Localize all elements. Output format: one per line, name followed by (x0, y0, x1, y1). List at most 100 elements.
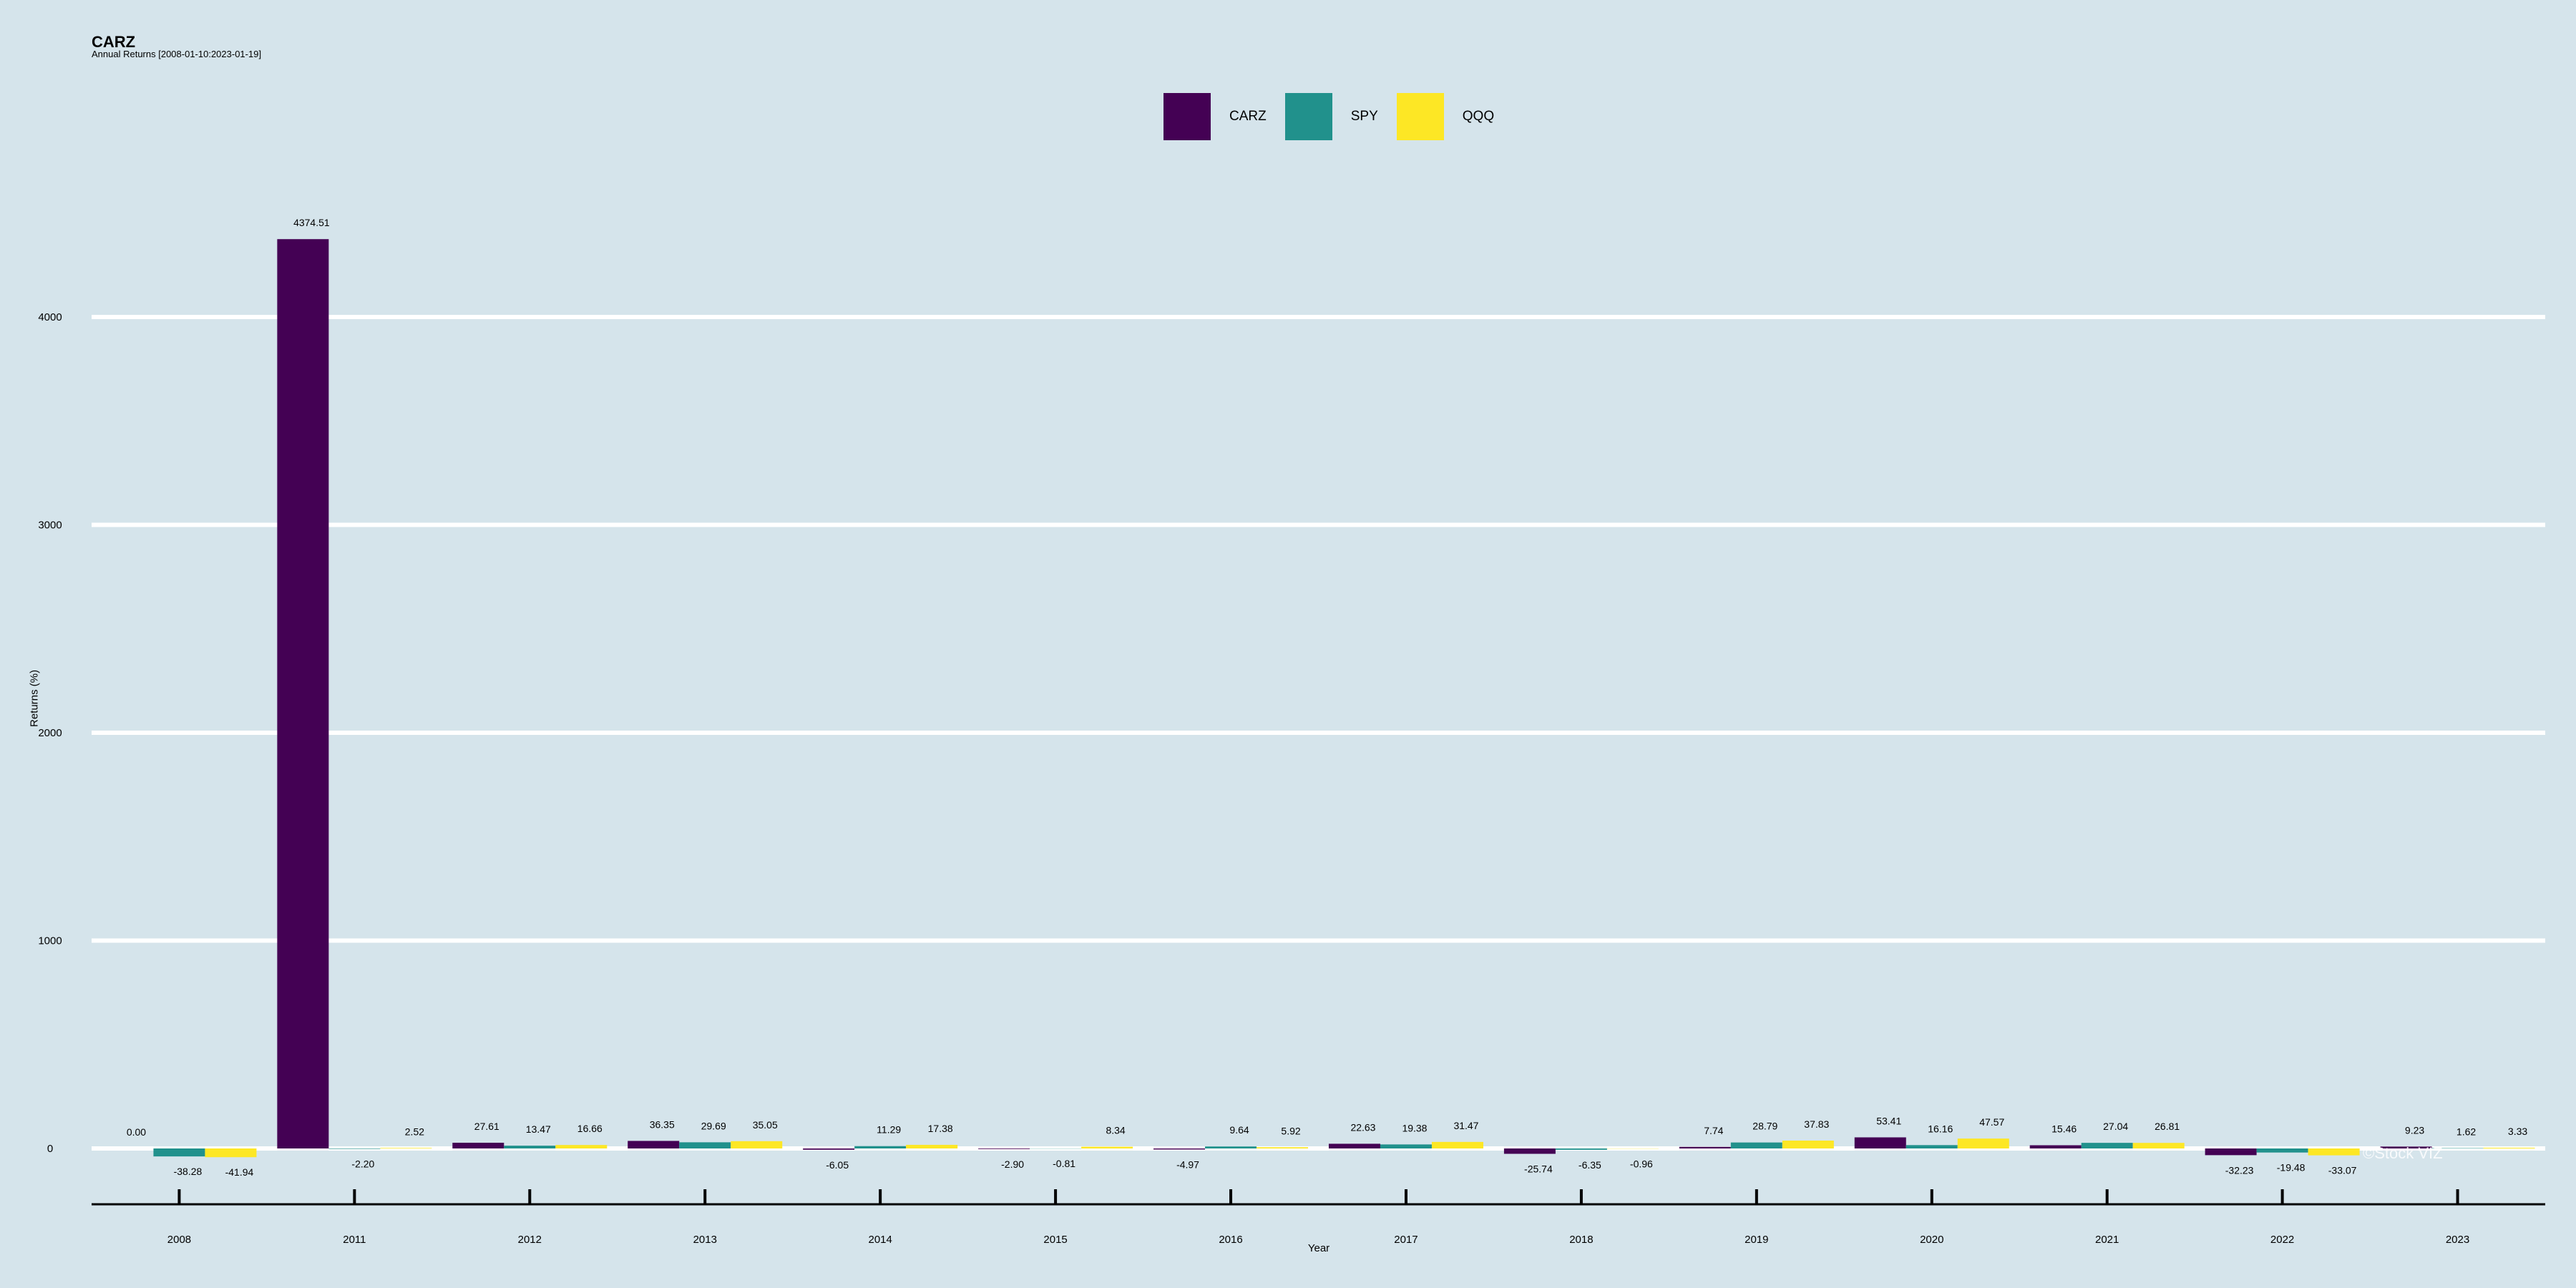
data-label-qqq-2022: -33.07 (2328, 1165, 2357, 1176)
bar-qqq-2012 (555, 1145, 608, 1148)
bar-qqq-2013 (731, 1141, 783, 1148)
data-label-carz-2019: 7.74 (1704, 1125, 1723, 1136)
legend: CARZ SPY QQQ (1163, 93, 1513, 140)
data-label-spy-2008: -38.28 (174, 1166, 203, 1177)
data-label-spy-2014: 11.29 (877, 1124, 901, 1136)
data-label-spy-2021: 27.04 (2103, 1121, 2128, 1132)
data-label-qqq-2011: 2.52 (405, 1126, 424, 1137)
x-tick-label-2012: 2012 (518, 1234, 542, 1246)
bar-carz-2016 (1153, 1148, 1206, 1150)
bar-qqq-2015 (1081, 1146, 1133, 1148)
bar-carz-2017 (1328, 1143, 1380, 1148)
bar-qqq-2014 (906, 1144, 958, 1148)
bar-carz-2023 (2380, 1146, 2432, 1148)
x-tick-label-2021: 2021 (2095, 1234, 2119, 1246)
bar-spy-2014 (854, 1146, 907, 1148)
y-tick-label-1000: 1000 (38, 935, 62, 947)
data-label-qqq-2016: 5.92 (1281, 1125, 1300, 1136)
x-tick-label-2023: 2023 (2446, 1234, 2469, 1246)
data-label-carz-2011: 4374.51 (293, 217, 330, 228)
legend-item-spy: SPY (1284, 93, 1378, 140)
bar-spy-2012 (504, 1146, 556, 1148)
bar-spy-2021 (2081, 1143, 2133, 1148)
data-label-carz-2012: 27.61 (474, 1121, 499, 1132)
bar-spy-2019 (1730, 1142, 1782, 1148)
bar-qqq-2021 (2132, 1143, 2185, 1148)
data-label-carz-2022: -32.23 (2225, 1164, 2254, 1176)
watermark: ©Stock VIZ (2363, 1144, 2443, 1162)
x-axis-label: Year (1307, 1242, 1330, 1254)
data-label-qqq-2023: 3.33 (2508, 1126, 2527, 1137)
bar-spy-2017 (1380, 1144, 1432, 1148)
data-label-qqq-2012: 16.66 (577, 1123, 602, 1134)
bar-carz-2013 (628, 1141, 680, 1148)
y-tick-label-2000: 2000 (38, 727, 62, 739)
legend-label-spy: SPY (1350, 109, 1378, 124)
data-label-qqq-2021: 26.81 (2155, 1121, 2180, 1132)
data-label-carz-2016: -4.97 (1176, 1158, 1199, 1170)
bar-spy-2020 (1906, 1145, 1958, 1148)
legend-label-carz: CARZ (1229, 109, 1267, 124)
y-tick-label-4000: 4000 (38, 311, 62, 323)
data-label-carz-2017: 22.63 (1350, 1121, 1375, 1133)
bar-carz-2020 (1854, 1137, 1906, 1148)
bar-spy-2022 (2256, 1148, 2308, 1153)
y-tick-label-3000: 3000 (38, 519, 62, 532)
bar-spy-2016 (1205, 1146, 1257, 1148)
data-label-qqq-2015: 8.34 (1106, 1125, 1125, 1136)
data-label-spy-2016: 9.64 (1229, 1124, 1249, 1136)
data-label-spy-2018: -6.35 (1579, 1159, 1601, 1171)
legend-item-qqq: QQQ (1396, 93, 1495, 140)
data-label-qqq-2020: 47.57 (1979, 1116, 2004, 1128)
x-tick-label-2011: 2011 (343, 1234, 366, 1246)
data-label-spy-2023: 1.62 (2457, 1126, 2476, 1138)
bar-qqq-2019 (1782, 1141, 1834, 1148)
x-tick-label-2016: 2016 (1219, 1234, 1242, 1246)
bar-carz-2014 (803, 1148, 855, 1150)
legend-item-carz: CARZ (1163, 93, 1267, 140)
bar-qqq-2022 (2308, 1148, 2360, 1156)
bar-qqq-2016 (1257, 1147, 1309, 1148)
bar-spy-2011 (328, 1148, 381, 1149)
data-label-qqq-2017: 31.47 (1453, 1120, 1478, 1131)
data-label-carz-2008: 0.00 (127, 1126, 146, 1138)
bar-carz-2012 (452, 1142, 504, 1148)
data-label-spy-2012: 13.47 (526, 1123, 551, 1135)
x-tick-label-2014: 2014 (868, 1234, 892, 1246)
data-label-carz-2018: -25.74 (1524, 1163, 1553, 1174)
data-label-spy-2017: 19.38 (1402, 1122, 1427, 1133)
data-label-carz-2021: 15.46 (2051, 1123, 2077, 1135)
data-label-spy-2013: 29.69 (701, 1120, 726, 1131)
legend-swatch-carz (1163, 93, 1211, 140)
x-tick-label-2018: 2018 (1569, 1234, 1593, 1246)
y-tick-label-0: 0 (47, 1143, 53, 1155)
data-label-carz-2014: -6.05 (826, 1159, 849, 1171)
data-label-carz-2015: -2.90 (1001, 1158, 1024, 1170)
x-tick-label-2017: 2017 (1394, 1234, 1418, 1246)
data-label-spy-2019: 28.79 (1752, 1121, 1777, 1132)
x-tick-label-2015: 2015 (1043, 1234, 1067, 1246)
x-tick-label-2008: 2008 (167, 1234, 191, 1246)
data-label-qqq-2018: -0.96 (1630, 1158, 1653, 1169)
bar-spy-2018 (1555, 1148, 1607, 1150)
data-label-spy-2015: -0.81 (1053, 1158, 1075, 1169)
bar-carz-2022 (2205, 1148, 2257, 1156)
data-label-qqq-2008: -41.94 (225, 1166, 254, 1178)
data-label-carz-2013: 36.35 (650, 1118, 675, 1130)
legend-label-qqq: QQQ (1462, 109, 1495, 124)
bar-carz-2021 (2029, 1145, 2082, 1148)
bar-qqq-2020 (1957, 1138, 2009, 1148)
x-tick-label-2020: 2020 (1920, 1234, 1943, 1246)
bar-carz-2018 (1503, 1148, 1556, 1154)
bar-carz-2015 (978, 1148, 1030, 1149)
bar-spy-2008 (153, 1148, 205, 1157)
chart-title: CARZ (92, 33, 136, 51)
x-tick-label-2013: 2013 (693, 1234, 717, 1246)
data-label-qqq-2019: 37.83 (1804, 1118, 1829, 1130)
bar-qqq-2008 (205, 1148, 257, 1158)
bar-spy-2013 (679, 1142, 731, 1148)
data-label-qqq-2014: 17.38 (928, 1123, 953, 1134)
legend-swatch-qqq (1396, 93, 1444, 140)
